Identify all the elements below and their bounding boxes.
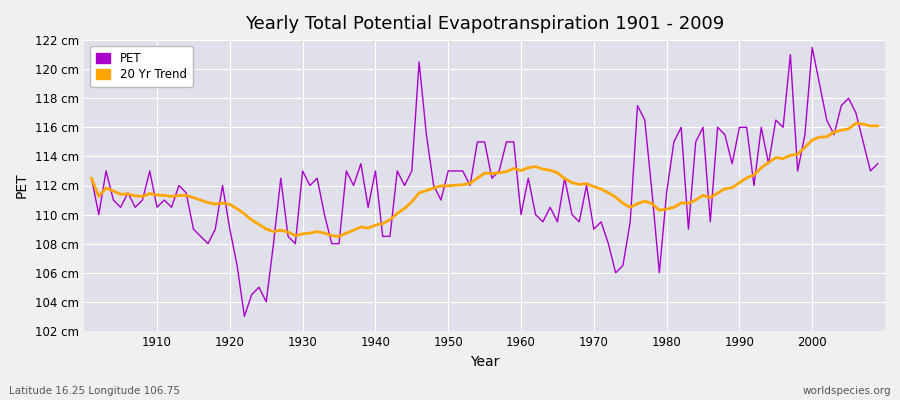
- Text: Latitude 16.25 Longitude 106.75: Latitude 16.25 Longitude 106.75: [9, 386, 180, 396]
- Legend: PET, 20 Yr Trend: PET, 20 Yr Trend: [90, 46, 193, 87]
- PET: [523, 176, 534, 181]
- PET: [311, 176, 322, 181]
- 20 Yr Trend: [610, 195, 621, 200]
- PET: [239, 314, 250, 319]
- PET: [610, 270, 621, 275]
- 20 Yr Trend: [334, 234, 345, 239]
- 20 Yr Trend: [850, 121, 861, 126]
- PET: [806, 45, 817, 50]
- 20 Yr Trend: [356, 224, 366, 229]
- Text: worldspecies.org: worldspecies.org: [803, 386, 891, 396]
- Line: PET: PET: [92, 47, 878, 316]
- PET: [516, 212, 526, 217]
- 20 Yr Trend: [523, 165, 534, 170]
- 20 Yr Trend: [86, 176, 97, 181]
- X-axis label: Year: Year: [470, 355, 500, 369]
- 20 Yr Trend: [304, 231, 315, 236]
- PET: [872, 161, 883, 166]
- PET: [86, 176, 97, 181]
- 20 Yr Trend: [516, 168, 526, 173]
- Title: Yearly Total Potential Evapotranspiration 1901 - 2009: Yearly Total Potential Evapotranspiratio…: [245, 15, 724, 33]
- PET: [144, 168, 155, 173]
- PET: [356, 161, 366, 166]
- 20 Yr Trend: [872, 124, 883, 128]
- 20 Yr Trend: [144, 191, 155, 196]
- Y-axis label: PET: PET: [15, 173, 29, 198]
- Line: 20 Yr Trend: 20 Yr Trend: [92, 123, 878, 236]
